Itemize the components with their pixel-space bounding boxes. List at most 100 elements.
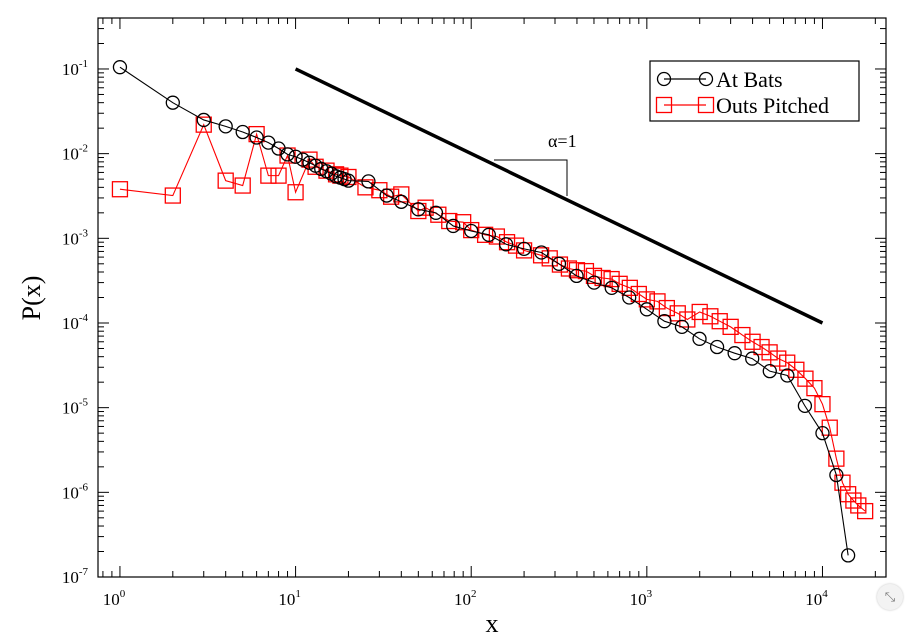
data-point-square bbox=[691, 303, 708, 321]
data-point-circle bbox=[622, 290, 637, 305]
axis-ticks bbox=[98, 17, 886, 578]
data-point-square bbox=[788, 361, 805, 378]
data-point-circle bbox=[218, 119, 233, 134]
x-axis-title: x bbox=[486, 609, 499, 638]
data-point-circle bbox=[762, 363, 777, 379]
legend: At Bats Outs Pitched bbox=[649, 60, 860, 122]
legend-marker-square bbox=[697, 96, 715, 114]
y-tick-label: 10-4 bbox=[62, 312, 89, 333]
reference-line bbox=[294, 67, 824, 325]
y-tick-label: 10-6 bbox=[62, 481, 89, 502]
legend-label-at-bats: At Bats bbox=[716, 67, 783, 92]
data-point-circle bbox=[780, 368, 795, 383]
data-point-square bbox=[797, 370, 814, 387]
data-point-square bbox=[850, 497, 867, 514]
y-tick-label: 10-1 bbox=[62, 58, 88, 79]
x-tick-label: 103 bbox=[630, 588, 653, 609]
data-point-square bbox=[111, 181, 129, 198]
data-point-circle bbox=[840, 548, 856, 563]
legend-marker-square bbox=[655, 96, 673, 114]
series-line bbox=[119, 123, 866, 512]
data-point-circle bbox=[235, 124, 250, 140]
data-point-circle bbox=[165, 95, 180, 110]
data-point-square bbox=[371, 182, 388, 199]
data-point-square bbox=[761, 344, 778, 361]
data-point-circle bbox=[745, 351, 760, 366]
series-circle bbox=[112, 60, 856, 563]
data-point-square bbox=[621, 279, 638, 297]
data-point-square bbox=[488, 228, 506, 245]
x-tick-label: 101 bbox=[278, 588, 301, 609]
legend-sample-outs-pitched bbox=[655, 96, 715, 114]
data-point-circle bbox=[196, 112, 211, 128]
data-point-square bbox=[532, 247, 550, 264]
data-point-circle bbox=[692, 331, 707, 346]
data-point-circle bbox=[534, 245, 549, 260]
series-square bbox=[111, 116, 874, 520]
data-point-circle bbox=[639, 302, 654, 317]
data-point-circle bbox=[295, 152, 310, 167]
data-point-square bbox=[814, 396, 831, 413]
reference-slope-annotation: α=1 bbox=[294, 67, 824, 325]
data-point-square bbox=[744, 333, 761, 350]
data-point-square bbox=[821, 419, 838, 436]
data-point-square bbox=[806, 379, 823, 397]
data-point-square bbox=[382, 188, 400, 205]
y-tick-label: 10-2 bbox=[62, 143, 88, 164]
y-tick-label: 10-7 bbox=[62, 566, 89, 587]
data-point-circle bbox=[361, 174, 376, 189]
data-point-square bbox=[357, 179, 374, 196]
slope-triangle bbox=[494, 159, 568, 196]
data-point-square bbox=[476, 226, 494, 243]
x-tick-label: 104 bbox=[805, 588, 828, 609]
data-point-square bbox=[770, 350, 787, 367]
series-line bbox=[119, 66, 849, 556]
data-point-square bbox=[270, 167, 287, 184]
tick-labels: 100 101 102 103 104 10-7 10-6 10-5 10-4 10-3 10-2 1… bbox=[62, 58, 828, 609]
data-point-square bbox=[669, 305, 686, 322]
x-tick-label: 100 bbox=[103, 588, 126, 609]
legend-label-outs-pitched: Outs Pitched bbox=[716, 93, 829, 118]
data-point-square bbox=[649, 293, 666, 310]
data-point-circle bbox=[341, 173, 356, 188]
data-point-circle bbox=[464, 223, 479, 239]
data-point-circle bbox=[586, 275, 602, 290]
data-point-square bbox=[711, 313, 728, 330]
data-point-square bbox=[638, 291, 655, 308]
data-point-circle bbox=[727, 346, 742, 361]
data-point-circle bbox=[428, 205, 444, 220]
data-point-circle bbox=[249, 130, 264, 145]
data-point-circle bbox=[829, 467, 844, 483]
data-point-circle bbox=[516, 241, 532, 257]
expand-icon[interactable]: ⤡ bbox=[877, 584, 903, 610]
data-point-circle bbox=[709, 339, 725, 355]
data-point-square bbox=[734, 326, 751, 344]
data-point-square bbox=[164, 187, 181, 204]
data-point-square bbox=[857, 502, 874, 520]
data-point-circle bbox=[657, 314, 672, 329]
data-point-circle bbox=[446, 218, 461, 234]
data-point-circle bbox=[288, 149, 303, 164]
data-point-square bbox=[702, 308, 719, 325]
data-point-circle bbox=[481, 227, 496, 242]
data-point-square bbox=[287, 184, 304, 201]
y-axis-title: P(x) bbox=[17, 276, 46, 321]
data-point-circle bbox=[394, 194, 409, 209]
x-tick-label: 102 bbox=[454, 588, 477, 609]
data-point-square bbox=[611, 275, 628, 292]
y-tick-label: 10-5 bbox=[62, 397, 89, 418]
data-point-square bbox=[845, 492, 862, 509]
data-point-circle bbox=[604, 280, 619, 296]
legend-marker-circle bbox=[656, 71, 672, 87]
legend-sample-at-bats bbox=[656, 71, 714, 87]
data-point-circle bbox=[498, 237, 514, 252]
legend-box bbox=[649, 60, 860, 122]
data-point-circle bbox=[411, 202, 426, 217]
legend-marker-circle bbox=[698, 71, 714, 87]
series-layer bbox=[111, 60, 874, 563]
data-point-square bbox=[195, 116, 212, 133]
data-point-circle bbox=[815, 425, 830, 441]
data-point-square bbox=[585, 267, 603, 285]
slope-label: α=1 bbox=[548, 131, 577, 151]
